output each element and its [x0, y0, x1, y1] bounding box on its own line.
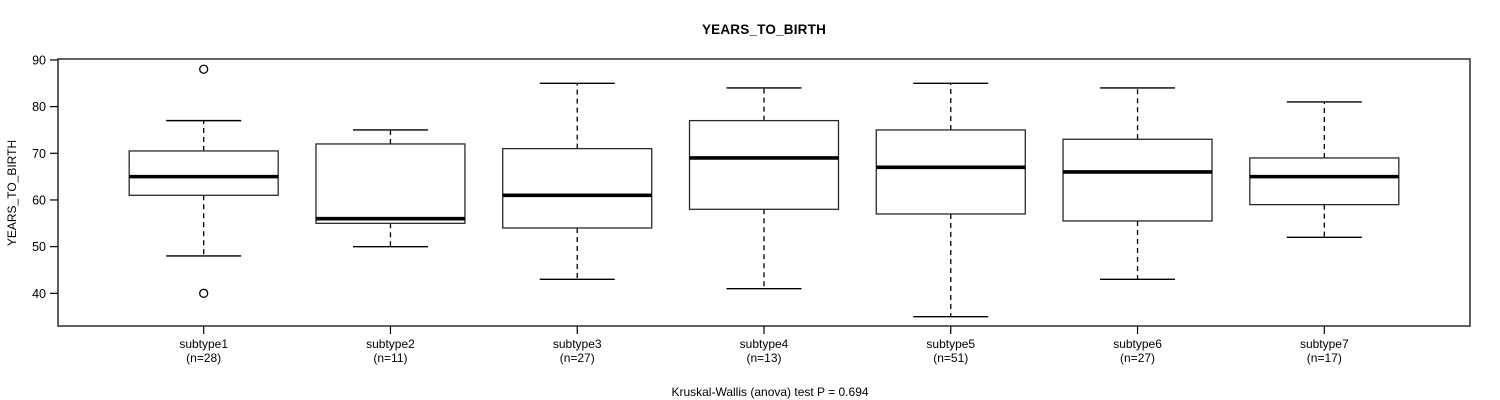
box-subtype4 — [688, 119, 840, 210]
x-label-subtype1: subtype1 — [179, 337, 228, 351]
y-tick-label-90: 90 — [32, 53, 46, 67]
x-sublabel-subtype4: (n=13) — [746, 351, 781, 365]
outlier-subtype1-1 — [199, 288, 209, 298]
x-sublabel-subtype1: (n=28) — [186, 351, 221, 365]
box-subtype3 — [502, 147, 653, 229]
chart-title: YEARS_TO_BIRTH — [701, 22, 827, 37]
box-subtype1 — [128, 150, 279, 196]
x-label-subtype4: subtype4 — [740, 337, 789, 351]
y-tick-label-80: 80 — [32, 100, 46, 114]
x-label-subtype5: subtype5 — [926, 337, 975, 351]
y-tick-label-60: 60 — [32, 193, 46, 207]
x-sublabel-subtype2: (n=11) — [373, 351, 407, 365]
x-label-subtype3: subtype3 — [553, 337, 602, 351]
x-label-subtype6: subtype6 — [1113, 337, 1162, 351]
y-tick-label-70: 70 — [32, 147, 46, 161]
outlier-subtype1-0 — [199, 64, 209, 74]
x-sublabel-subtype7: (n=17) — [1307, 351, 1342, 365]
y-tick-label-50: 50 — [32, 240, 46, 254]
y-axis-title: YEARS_TO_BIRTH — [5, 139, 19, 247]
box-subtype2 — [315, 143, 466, 224]
x-sublabel-subtype6: (n=27) — [1120, 351, 1155, 365]
x-sublabel-subtype5: (n=51) — [933, 351, 968, 365]
box-subtype7 — [1249, 157, 1400, 206]
box-subtype6 — [1062, 138, 1213, 222]
kruskal-wallis-annotation: Kruskal-Wallis (anova) test P = 0.694 — [671, 385, 869, 399]
x-label-subtype2: subtype2 — [366, 337, 415, 351]
y-tick-label-40: 40 — [32, 287, 46, 301]
box-subtype5 — [875, 129, 1026, 215]
x-sublabel-subtype3: (n=27) — [560, 351, 595, 365]
x-label-subtype7: subtype7 — [1300, 337, 1349, 351]
